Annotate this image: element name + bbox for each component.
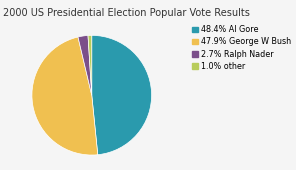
Wedge shape	[78, 36, 92, 95]
Wedge shape	[88, 35, 92, 95]
Legend: 48.4% Al Gore, 47.9% George W Bush, 2.7% Ralph Nader, 1.0% other: 48.4% Al Gore, 47.9% George W Bush, 2.7%…	[192, 24, 292, 72]
Wedge shape	[32, 37, 98, 155]
Text: 2000 US Presidential Election Popular Vote Results: 2000 US Presidential Election Popular Vo…	[3, 8, 250, 19]
Wedge shape	[92, 35, 152, 155]
